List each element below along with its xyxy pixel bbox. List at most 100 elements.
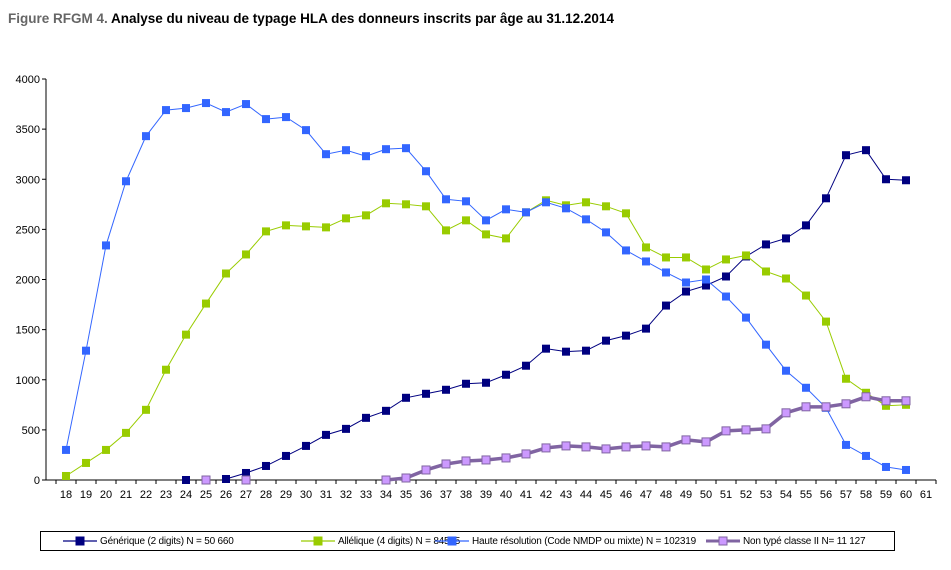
data-point bbox=[222, 108, 230, 117]
data-point bbox=[661, 442, 671, 452]
data-point bbox=[782, 234, 790, 243]
legend-item: Haute résolution (Code NMDP ou mixte) N … bbox=[435, 532, 696, 550]
data-point bbox=[282, 113, 290, 122]
data-point bbox=[521, 449, 531, 459]
x-tick-label: 55 bbox=[800, 489, 812, 501]
x-tick-label: 27 bbox=[240, 489, 252, 501]
data-point bbox=[581, 442, 591, 452]
x-tick-label: 39 bbox=[480, 489, 492, 501]
x-tick-label: 41 bbox=[520, 489, 532, 501]
data-point bbox=[421, 465, 431, 475]
data-point bbox=[822, 194, 830, 203]
data-point bbox=[722, 292, 730, 301]
data-point bbox=[741, 425, 751, 435]
data-point bbox=[682, 253, 690, 262]
data-point bbox=[562, 204, 570, 213]
data-point bbox=[122, 177, 130, 186]
data-point bbox=[322, 150, 330, 159]
legend-swatch bbox=[435, 536, 469, 546]
data-point bbox=[242, 250, 250, 259]
x-tick-label: 38 bbox=[460, 489, 472, 501]
x-tick-label: 26 bbox=[220, 489, 232, 501]
data-point bbox=[322, 223, 330, 232]
x-tick-label: 21 bbox=[120, 489, 132, 501]
data-point bbox=[702, 265, 710, 274]
legend-swatch bbox=[301, 536, 335, 546]
data-point bbox=[102, 241, 110, 250]
x-tick-label: 50 bbox=[700, 489, 712, 501]
y-tick-label: 3000 bbox=[16, 174, 40, 186]
data-point bbox=[782, 366, 790, 375]
data-point bbox=[202, 299, 210, 308]
y-tick-label: 500 bbox=[22, 425, 40, 437]
data-point bbox=[681, 435, 691, 445]
data-point bbox=[442, 226, 450, 235]
x-tick-label: 49 bbox=[680, 489, 692, 501]
data-point bbox=[401, 473, 411, 483]
y-tick-label: 4000 bbox=[16, 74, 40, 86]
data-point bbox=[542, 198, 550, 207]
x-tick-label: 42 bbox=[540, 489, 552, 501]
data-point bbox=[561, 441, 571, 451]
legend-label: Haute résolution (Code NMDP ou mixte) N … bbox=[472, 535, 696, 547]
data-point bbox=[582, 346, 590, 355]
y-tick-label: 1500 bbox=[16, 325, 40, 337]
data-point bbox=[482, 378, 490, 387]
data-point bbox=[821, 402, 831, 412]
data-point bbox=[642, 257, 650, 266]
data-point bbox=[402, 393, 410, 402]
legend-item: Allélique (4 digits) N = 84565 bbox=[301, 532, 460, 550]
data-point bbox=[882, 462, 890, 471]
data-point bbox=[362, 413, 370, 422]
data-point bbox=[142, 405, 150, 414]
data-point bbox=[801, 402, 811, 412]
data-point bbox=[862, 451, 870, 460]
data-point bbox=[662, 268, 670, 277]
data-point bbox=[742, 251, 750, 260]
data-point bbox=[762, 340, 770, 349]
data-point bbox=[62, 471, 70, 480]
data-point bbox=[721, 426, 731, 436]
data-point bbox=[122, 428, 130, 437]
figure-number: Figure RFGM 4. bbox=[8, 11, 108, 26]
data-point bbox=[702, 281, 710, 290]
x-tick-label: 43 bbox=[560, 489, 572, 501]
data-point bbox=[162, 365, 170, 374]
x-tick-label: 56 bbox=[820, 489, 832, 501]
x-tick-label: 58 bbox=[860, 489, 872, 501]
x-tick-label: 23 bbox=[160, 489, 172, 501]
data-point bbox=[262, 461, 270, 470]
data-point bbox=[62, 445, 70, 454]
data-point bbox=[302, 441, 310, 450]
data-point bbox=[882, 401, 890, 410]
data-point bbox=[482, 230, 490, 239]
data-point bbox=[342, 424, 350, 433]
data-point bbox=[442, 195, 450, 204]
x-tick-label: 34 bbox=[380, 489, 392, 501]
x-tick-label: 47 bbox=[640, 489, 652, 501]
data-point bbox=[162, 106, 170, 115]
data-point bbox=[522, 361, 530, 370]
series-line-1 bbox=[65, 199, 907, 477]
data-point bbox=[902, 465, 910, 474]
data-point bbox=[861, 392, 871, 402]
x-tick-label: 28 bbox=[260, 489, 272, 501]
data-point bbox=[282, 451, 290, 460]
data-point bbox=[881, 396, 891, 406]
data-point bbox=[422, 167, 430, 176]
series-markers bbox=[62, 99, 911, 485]
data-point bbox=[641, 441, 651, 451]
data-point bbox=[381, 475, 391, 485]
data-point bbox=[701, 437, 711, 447]
data-point bbox=[382, 199, 390, 208]
y-tick-label: 0 bbox=[34, 475, 40, 487]
data-point bbox=[142, 132, 150, 141]
axes: 0 500 1000 1500 2000 2500 3000 3500 4000 18 19 20 21… bbox=[16, 74, 937, 501]
data-point bbox=[441, 459, 451, 469]
data-point bbox=[682, 278, 690, 287]
x-tick-label: 32 bbox=[340, 489, 352, 501]
x-tick-label: 36 bbox=[420, 489, 432, 501]
x-tick-label: 61 bbox=[920, 489, 932, 501]
legend-swatch bbox=[63, 536, 97, 546]
y-tick-label: 3500 bbox=[16, 124, 40, 136]
